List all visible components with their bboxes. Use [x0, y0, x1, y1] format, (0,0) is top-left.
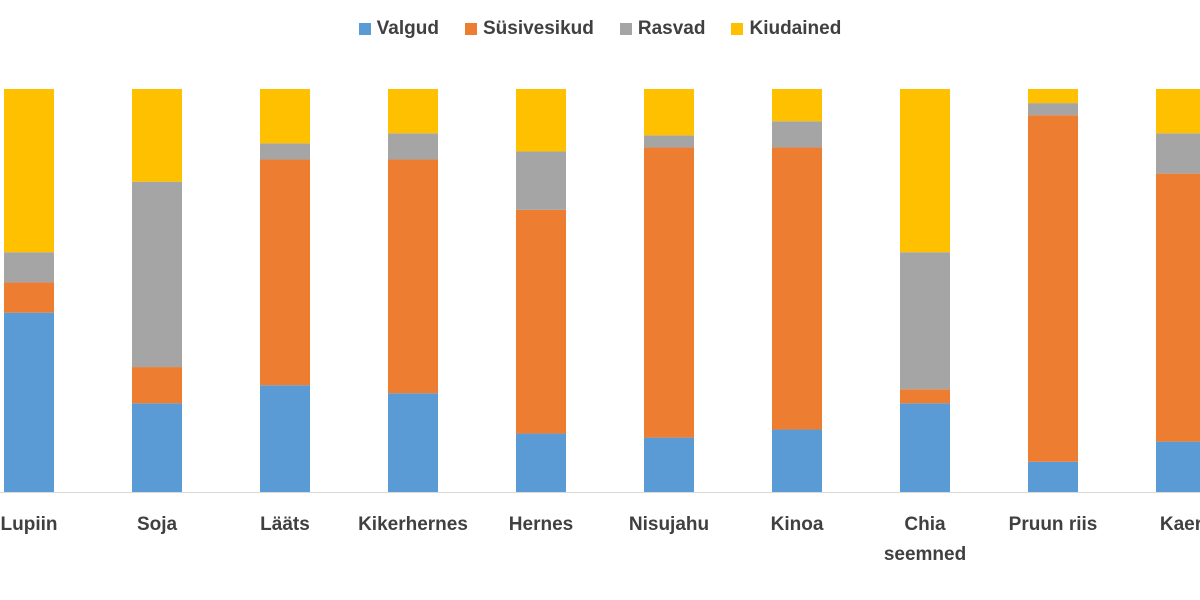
bar-segment: [260, 89, 310, 144]
legend-item-1: Süsivesikud: [464, 18, 594, 40]
bar-segment: [516, 151, 566, 210]
legend-item-0: Valgud: [358, 18, 439, 40]
bar-segment: [644, 89, 694, 136]
legend-swatch: [731, 23, 744, 35]
bar-segment: [900, 389, 950, 404]
x-tick-label: Kikerhernes: [358, 514, 468, 535]
bar-segment: [132, 89, 182, 182]
bar-segment: [1156, 173, 1200, 442]
bar-segment: [260, 143, 310, 160]
bar-segment: [900, 89, 950, 253]
bar-segment: [1156, 441, 1200, 492]
bar-segment: [4, 252, 54, 283]
bar-segment: [900, 252, 950, 390]
bar-segment: [388, 133, 438, 160]
bar-segment: [4, 312, 54, 492]
legend-swatch: [358, 23, 371, 35]
x-tick-label: Kaer: [1160, 514, 1200, 535]
legend-item-3: Kiudained: [731, 18, 841, 40]
legend: Valgud Süsivesikud Rasvad Kiudained: [0, 18, 1200, 40]
bar-segment: [644, 437, 694, 492]
bar-segment: [4, 89, 54, 253]
bar-segment: [132, 367, 182, 404]
bar-segment: [516, 209, 566, 434]
x-tick-label: Chia seemned: [884, 514, 966, 565]
bar-segment: [900, 403, 950, 492]
x-tick-label: Pruun riis: [1009, 514, 1098, 535]
bar-segment: [644, 147, 694, 438]
x-tick-label: Soja: [137, 514, 178, 535]
bar-segment: [132, 181, 182, 368]
bar-segment: [1028, 89, 1078, 104]
bar-segment: [1028, 461, 1078, 492]
bar-segment: [516, 89, 566, 152]
bar-segment: [260, 385, 310, 492]
x-tick-label: Lupiin: [1, 514, 58, 535]
bar-segment: [772, 121, 822, 148]
legend-label: Rasvad: [637, 18, 706, 39]
legend-item-2: Rasvad: [619, 18, 706, 40]
bar-segment: [644, 135, 694, 148]
bar-segment: [132, 403, 182, 492]
bar-segment: [1156, 133, 1200, 174]
bar-segment: [516, 433, 566, 492]
legend-swatch: [464, 23, 477, 35]
x-tick-label: Kinoa: [771, 514, 824, 535]
legend-label: Kiudained: [749, 18, 842, 39]
bar-segment: [388, 89, 438, 134]
bar-segment: [388, 159, 438, 394]
bar-segment: [4, 282, 54, 313]
legend-swatch: [619, 23, 632, 35]
legend-label: Valgud: [376, 18, 439, 39]
x-tick-label: Nisujahu: [629, 514, 709, 535]
bar-segment: [1028, 103, 1078, 116]
bar-segment: [1028, 115, 1078, 462]
legend-label: Süsivesikud: [482, 18, 594, 39]
x-tick-label: Hernes: [509, 514, 573, 535]
x-tick-label: Lääts: [260, 514, 310, 535]
bar-segment: [772, 429, 822, 492]
bar-segment: [388, 393, 438, 492]
bar-segment: [772, 89, 822, 122]
bar-segment: [772, 147, 822, 430]
bar-segment: [260, 159, 310, 386]
bar-segment: [1156, 89, 1200, 134]
